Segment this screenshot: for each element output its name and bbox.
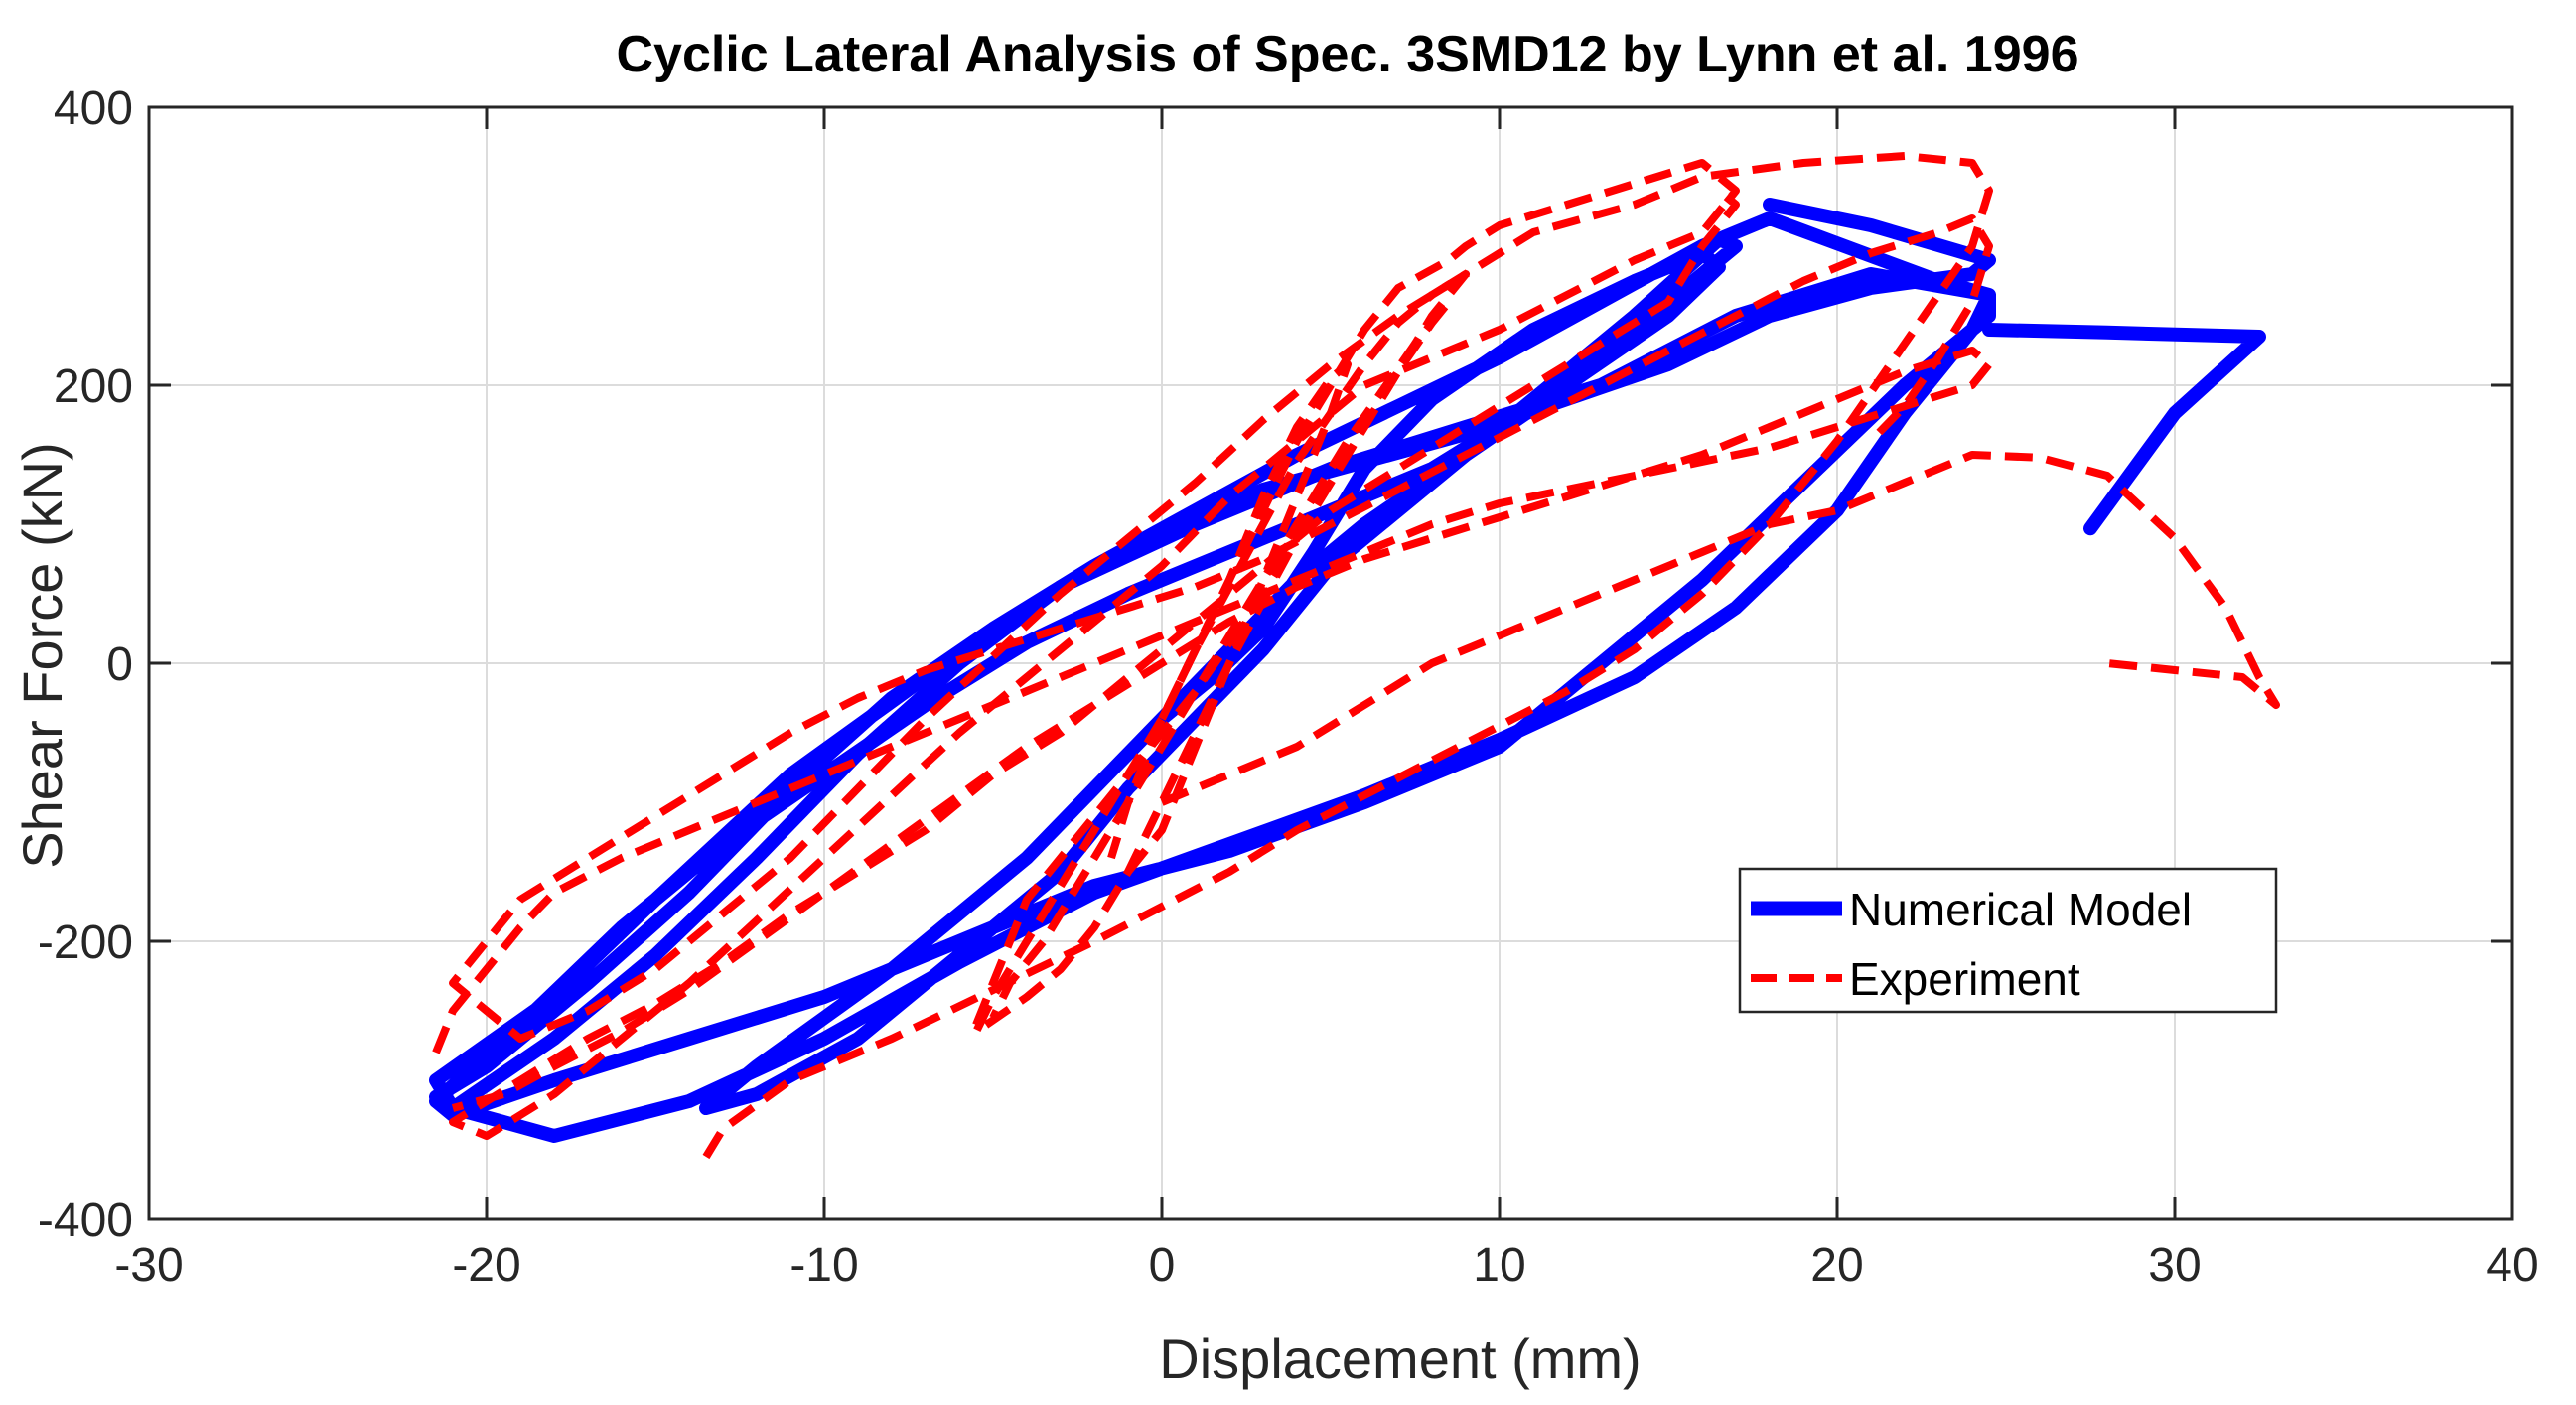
y-tick-label: 200 [54,360,133,413]
legend-label-numerical-model: Numerical Model [1849,884,2192,935]
series-layer [429,152,2280,1160]
x-tick-label: -10 [789,1239,858,1292]
y-tick-label: -400 [38,1194,133,1247]
y-tick-label: -200 [38,916,133,969]
axis-ticks: -30 -20 -10 0 10 20 30 40 -400 -200 0 200 400 [38,82,2539,1292]
series-experiment [432,152,2280,1160]
legend: Numerical Model Experiment [1738,867,2278,1014]
x-tick-label: 20 [1810,1239,1863,1292]
y-tick-label: 400 [54,82,133,135]
legend-box [1738,867,2278,1014]
series-line [972,298,1453,1027]
chart-title: Cyclic Lateral Analysis of Spec. 3SMD12 … [617,26,2079,83]
series-line [1107,360,1352,875]
x-axis-label: Displacement (mm) [1159,1328,1641,1390]
x-tick-label: -30 [114,1239,183,1292]
y-tick-label: 0 [106,638,133,691]
x-tick-label: 40 [2486,1239,2538,1292]
legend-label-experiment: Experiment [1849,953,2080,1005]
series-line [432,347,1993,1112]
series-line [446,198,1996,1115]
x-tick-label: -20 [452,1239,520,1292]
x-tick-label: 10 [1473,1239,1525,1292]
x-tick-label: 0 [1149,1239,1176,1292]
series-line [449,152,1993,1160]
x-tick-label: 30 [2148,1239,2201,1292]
series-line [1160,451,2280,806]
series-line [1982,323,2266,536]
y-axis-label: Shear Force (kN) [11,442,73,868]
